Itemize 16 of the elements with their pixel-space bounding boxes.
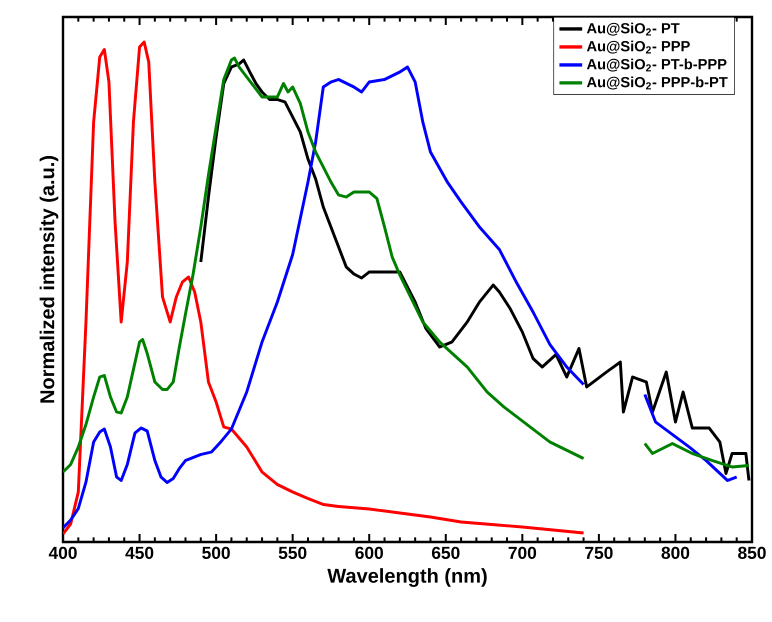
x-tick-label: 700: [508, 546, 536, 559]
x-tick-label: 600: [355, 546, 383, 559]
legend-label: Au@SiO$_{2}$- PPP: [586, 40, 690, 54]
y-axis-title: Normalized intensity (a.u.): [40, 156, 58, 403]
x-tick-label: 400: [48, 546, 77, 559]
x-tick-label: 750: [585, 546, 613, 559]
x-tick-label: 450: [125, 546, 154, 559]
x-axis-title: Wavelength (nm): [327, 568, 487, 587]
legend-label: Au@SiO$_{2}$- PT-b-PPP: [586, 58, 726, 72]
x-tick-label: 650: [432, 546, 460, 559]
legend-label: Au@SiO$_{2}$- PPP-b-PT: [586, 76, 728, 90]
x-tick-label: 800: [662, 546, 690, 559]
legend-label: Au@SiO$_{2}$- PT: [586, 22, 680, 36]
x-tick-label: 850: [738, 546, 766, 559]
x-tick-label: 550: [278, 546, 306, 559]
x-tick-label: 500: [202, 546, 230, 559]
